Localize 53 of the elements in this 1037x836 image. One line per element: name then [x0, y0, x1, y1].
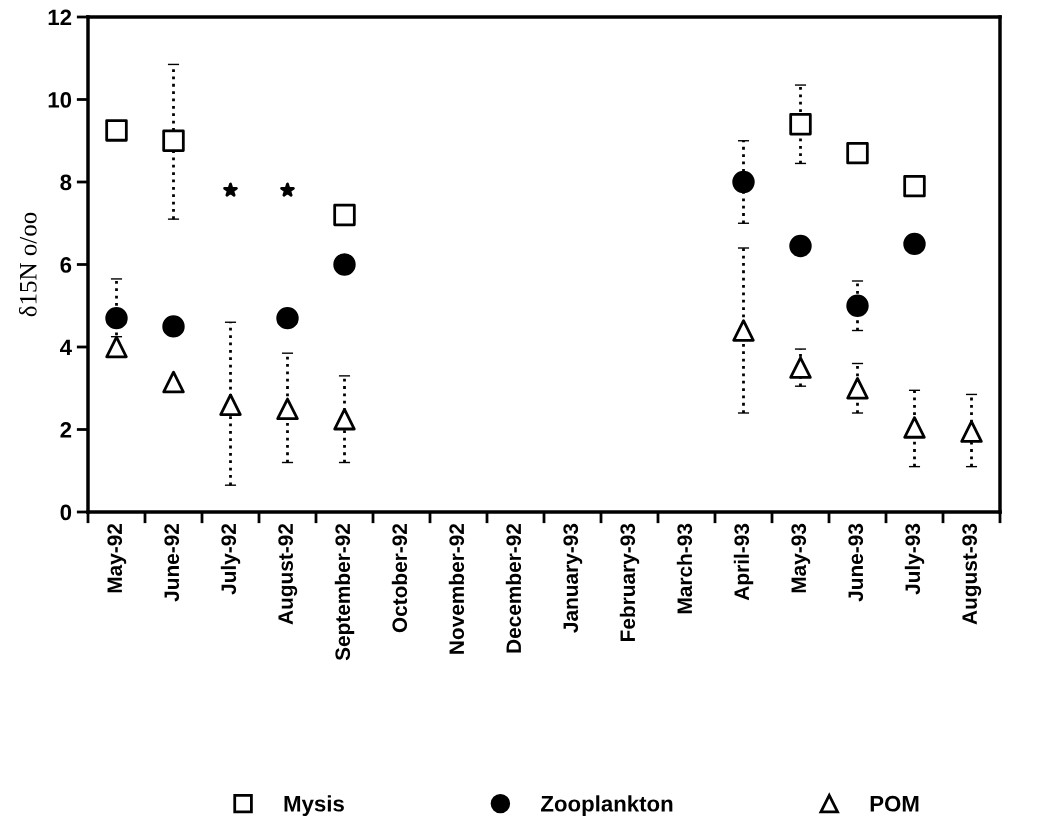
x-tick-label: March-93	[676, 523, 693, 614]
x-tick-label: August-92	[278, 523, 298, 625]
point	[280, 182, 295, 197]
x-tick-label: May-92	[107, 523, 127, 593]
point	[219, 393, 242, 416]
x-tick-label: July-93	[904, 523, 925, 595]
x-tick-label: January-93	[563, 523, 583, 633]
legend-label: Zooplankton	[541, 795, 673, 816]
point	[960, 420, 983, 443]
y-tick-label: 10	[48, 92, 72, 108]
y-tick-label: 2	[60, 422, 72, 438]
x-tick-label: February-93	[619, 523, 640, 641]
x-tick-label: April-93	[733, 523, 754, 601]
x-tick-label: December-92	[505, 523, 522, 653]
point	[903, 416, 926, 439]
point	[846, 141, 869, 165]
x-tick-label: October-92	[391, 523, 408, 633]
point	[732, 170, 755, 194]
point	[223, 182, 238, 197]
x-tick-label: August-93	[962, 523, 982, 625]
point	[105, 306, 128, 330]
legend-label: Mysis	[284, 795, 344, 816]
y-tick-label: 0	[60, 504, 72, 521]
point	[162, 370, 185, 394]
y-tick-label: 6	[60, 257, 72, 273]
point	[789, 356, 812, 379]
point	[789, 113, 812, 136]
point	[903, 174, 926, 198]
y-tick-label: 4	[60, 339, 72, 356]
point	[276, 306, 299, 330]
point	[333, 253, 356, 276]
x-tick-label: June-92	[164, 523, 180, 602]
x-tick-label: May-93	[791, 523, 811, 593]
point	[276, 397, 299, 421]
y-tick-label: 8	[60, 174, 72, 191]
x-tick-label: September-92	[334, 523, 355, 661]
point	[732, 319, 755, 342]
point	[105, 335, 128, 359]
point	[105, 119, 128, 142]
legend-label: POM	[870, 795, 919, 812]
y-tick-label: 12	[48, 9, 72, 26]
x-tick-label: July-92	[220, 523, 241, 595]
y-axis-title: δ15N o/oo	[18, 212, 37, 317]
point	[333, 203, 356, 227]
x-tick-label: June-93	[848, 523, 864, 602]
x-tick-label: November-92	[448, 523, 465, 654]
point	[846, 377, 869, 400]
point	[333, 407, 356, 431]
point	[903, 232, 926, 256]
point	[789, 234, 812, 258]
point	[162, 315, 185, 338]
point	[162, 129, 185, 152]
point	[846, 294, 869, 317]
